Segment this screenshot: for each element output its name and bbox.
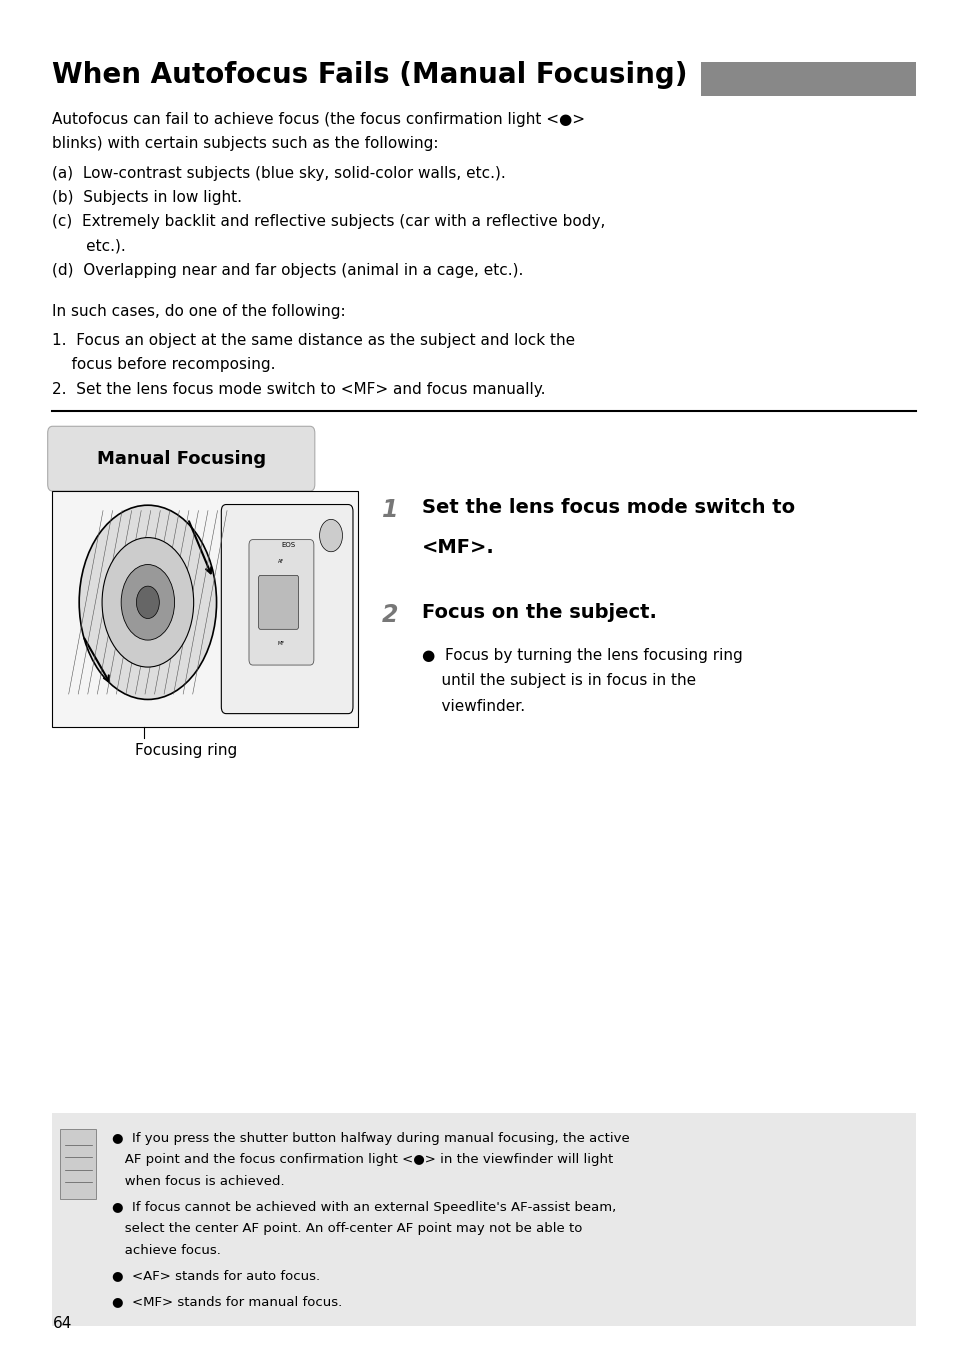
Text: when focus is achieved.: when focus is achieved. [112, 1175, 284, 1188]
Text: (c)  Extremely backlit and reflective subjects (car with a reflective body,: (c) Extremely backlit and reflective sub… [52, 214, 605, 229]
Text: AF point and the focus confirmation light <●> in the viewfinder will light: AF point and the focus confirmation ligh… [112, 1153, 612, 1167]
FancyBboxPatch shape [48, 426, 314, 491]
Circle shape [102, 538, 193, 668]
FancyBboxPatch shape [221, 505, 353, 714]
Circle shape [121, 565, 174, 641]
Text: achieve focus.: achieve focus. [112, 1244, 220, 1257]
Text: AF: AF [278, 558, 284, 564]
FancyBboxPatch shape [52, 1113, 915, 1326]
Text: (a)  Low-contrast subjects (blue sky, solid-color walls, etc.).: (a) Low-contrast subjects (blue sky, sol… [52, 166, 506, 181]
FancyBboxPatch shape [60, 1129, 96, 1199]
Text: select the center AF point. An off-center AF point may not be able to: select the center AF point. An off-cente… [112, 1222, 581, 1236]
Text: viewfinder.: viewfinder. [421, 699, 524, 714]
Circle shape [136, 587, 159, 619]
FancyBboxPatch shape [258, 576, 298, 630]
Text: MF: MF [277, 641, 285, 646]
Text: EOS: EOS [281, 542, 294, 548]
Text: <MF>.: <MF>. [421, 538, 494, 557]
FancyBboxPatch shape [700, 62, 915, 96]
Text: 1: 1 [381, 498, 397, 522]
Circle shape [79, 506, 216, 700]
Text: Autofocus can fail to achieve focus (the focus confirmation light <●>: Autofocus can fail to achieve focus (the… [52, 112, 585, 127]
Text: ●  <AF> stands for auto focus.: ● <AF> stands for auto focus. [112, 1269, 319, 1283]
Text: Set the lens focus mode switch to: Set the lens focus mode switch to [421, 498, 794, 517]
Text: ●  <MF> stands for manual focus.: ● <MF> stands for manual focus. [112, 1295, 341, 1309]
Text: (d)  Overlapping near and far objects (animal in a cage, etc.).: (d) Overlapping near and far objects (an… [52, 263, 523, 278]
Text: etc.).: etc.). [52, 239, 126, 254]
Text: 1.  Focus an object at the same distance as the subject and lock the: 1. Focus an object at the same distance … [52, 333, 575, 348]
Text: ●  Focus by turning the lens focusing ring: ● Focus by turning the lens focusing rin… [421, 648, 741, 662]
Text: In such cases, do one of the following:: In such cases, do one of the following: [52, 304, 346, 318]
FancyBboxPatch shape [249, 540, 314, 665]
Text: Manual Focusing: Manual Focusing [96, 449, 266, 468]
Text: 2: 2 [381, 603, 397, 627]
Text: focus before recomposing.: focus before recomposing. [52, 357, 275, 372]
FancyBboxPatch shape [52, 491, 357, 727]
Text: ●  If you press the shutter button halfway during manual focusing, the active: ● If you press the shutter button halfwa… [112, 1132, 629, 1145]
Text: ●  If focus cannot be achieved with an external Speedlite's AF-assist beam,: ● If focus cannot be achieved with an ex… [112, 1201, 616, 1214]
Text: 2.  Set the lens focus mode switch to <MF> and focus manually.: 2. Set the lens focus mode switch to <MF… [52, 382, 545, 397]
Circle shape [319, 519, 342, 552]
Text: 64: 64 [52, 1317, 71, 1331]
Text: Focusing ring: Focusing ring [134, 743, 237, 758]
Text: When Autofocus Fails (Manual Focusing): When Autofocus Fails (Manual Focusing) [52, 61, 687, 89]
Text: until the subject is in focus in the: until the subject is in focus in the [421, 673, 695, 688]
Text: (b)  Subjects in low light.: (b) Subjects in low light. [52, 190, 242, 205]
Text: Focus on the subject.: Focus on the subject. [421, 603, 656, 622]
Text: blinks) with certain subjects such as the following:: blinks) with certain subjects such as th… [52, 136, 438, 151]
